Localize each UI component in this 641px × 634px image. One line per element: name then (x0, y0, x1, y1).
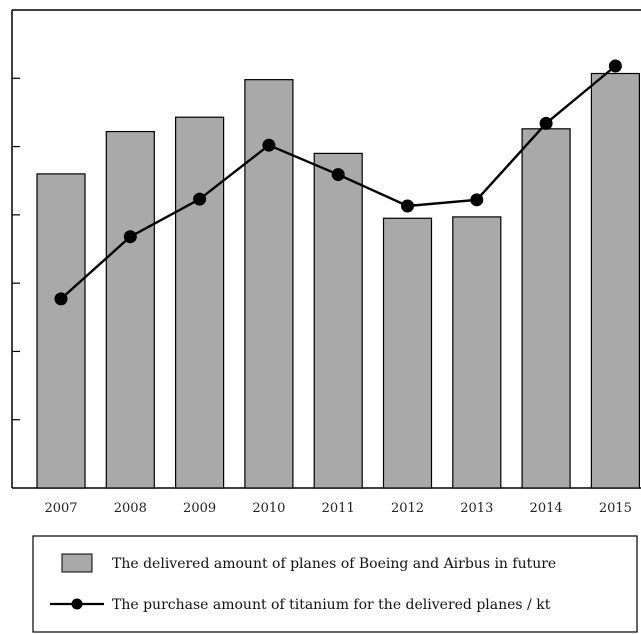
legend-label-line: The purchase amount of titanium for the … (112, 597, 551, 613)
legend-box (32, 535, 638, 633)
line-point-2011 (331, 168, 345, 182)
line-point-2012 (401, 199, 414, 213)
y-axis-ticks (12, 77, 20, 421)
x-tick-label-2011: 2011 (322, 501, 355, 516)
line-point-2014 (539, 116, 553, 130)
x-tick-label-2014: 2014 (530, 501, 563, 516)
bar-2008 (105, 130, 155, 489)
line-series (54, 59, 622, 306)
bar-2011 (313, 152, 363, 489)
bar-2009 (175, 116, 225, 489)
line-point-2009 (193, 192, 207, 206)
x-tick-label-2007: 2007 (44, 501, 77, 516)
bar-series (36, 72, 641, 489)
line-point-2008 (123, 230, 137, 244)
bar-2014 (521, 128, 571, 489)
x-tick-label-2013: 2013 (460, 501, 493, 516)
bar-2013 (452, 216, 502, 489)
legend-bar-swatch (61, 553, 93, 573)
line-point-2015 (608, 59, 622, 73)
bar-2015 (590, 72, 641, 489)
x-axis-tick-labels: 2007 2008 2009 2010 2011 2012 2013 2014 2015 (44, 501, 631, 516)
line-point-2007 (54, 292, 68, 306)
x-tick-label-2010: 2010 (252, 501, 285, 516)
legend-label-bars: The delivered amount of planes of Boeing… (112, 556, 556, 572)
bar-2007 (36, 173, 86, 489)
legend: The delivered amount of planes of Boeing… (32, 535, 638, 633)
line-point-2013 (470, 193, 484, 207)
x-tick-label-2012: 2012 (391, 501, 424, 516)
x-tick-label-2008: 2008 (114, 501, 147, 516)
legend-line-marker (71, 598, 83, 610)
x-tick-label-2015: 2015 (599, 501, 632, 516)
bar-2012 (382, 217, 433, 489)
x-tick-label-2009: 2009 (183, 501, 216, 516)
line-point-2010 (262, 138, 276, 152)
